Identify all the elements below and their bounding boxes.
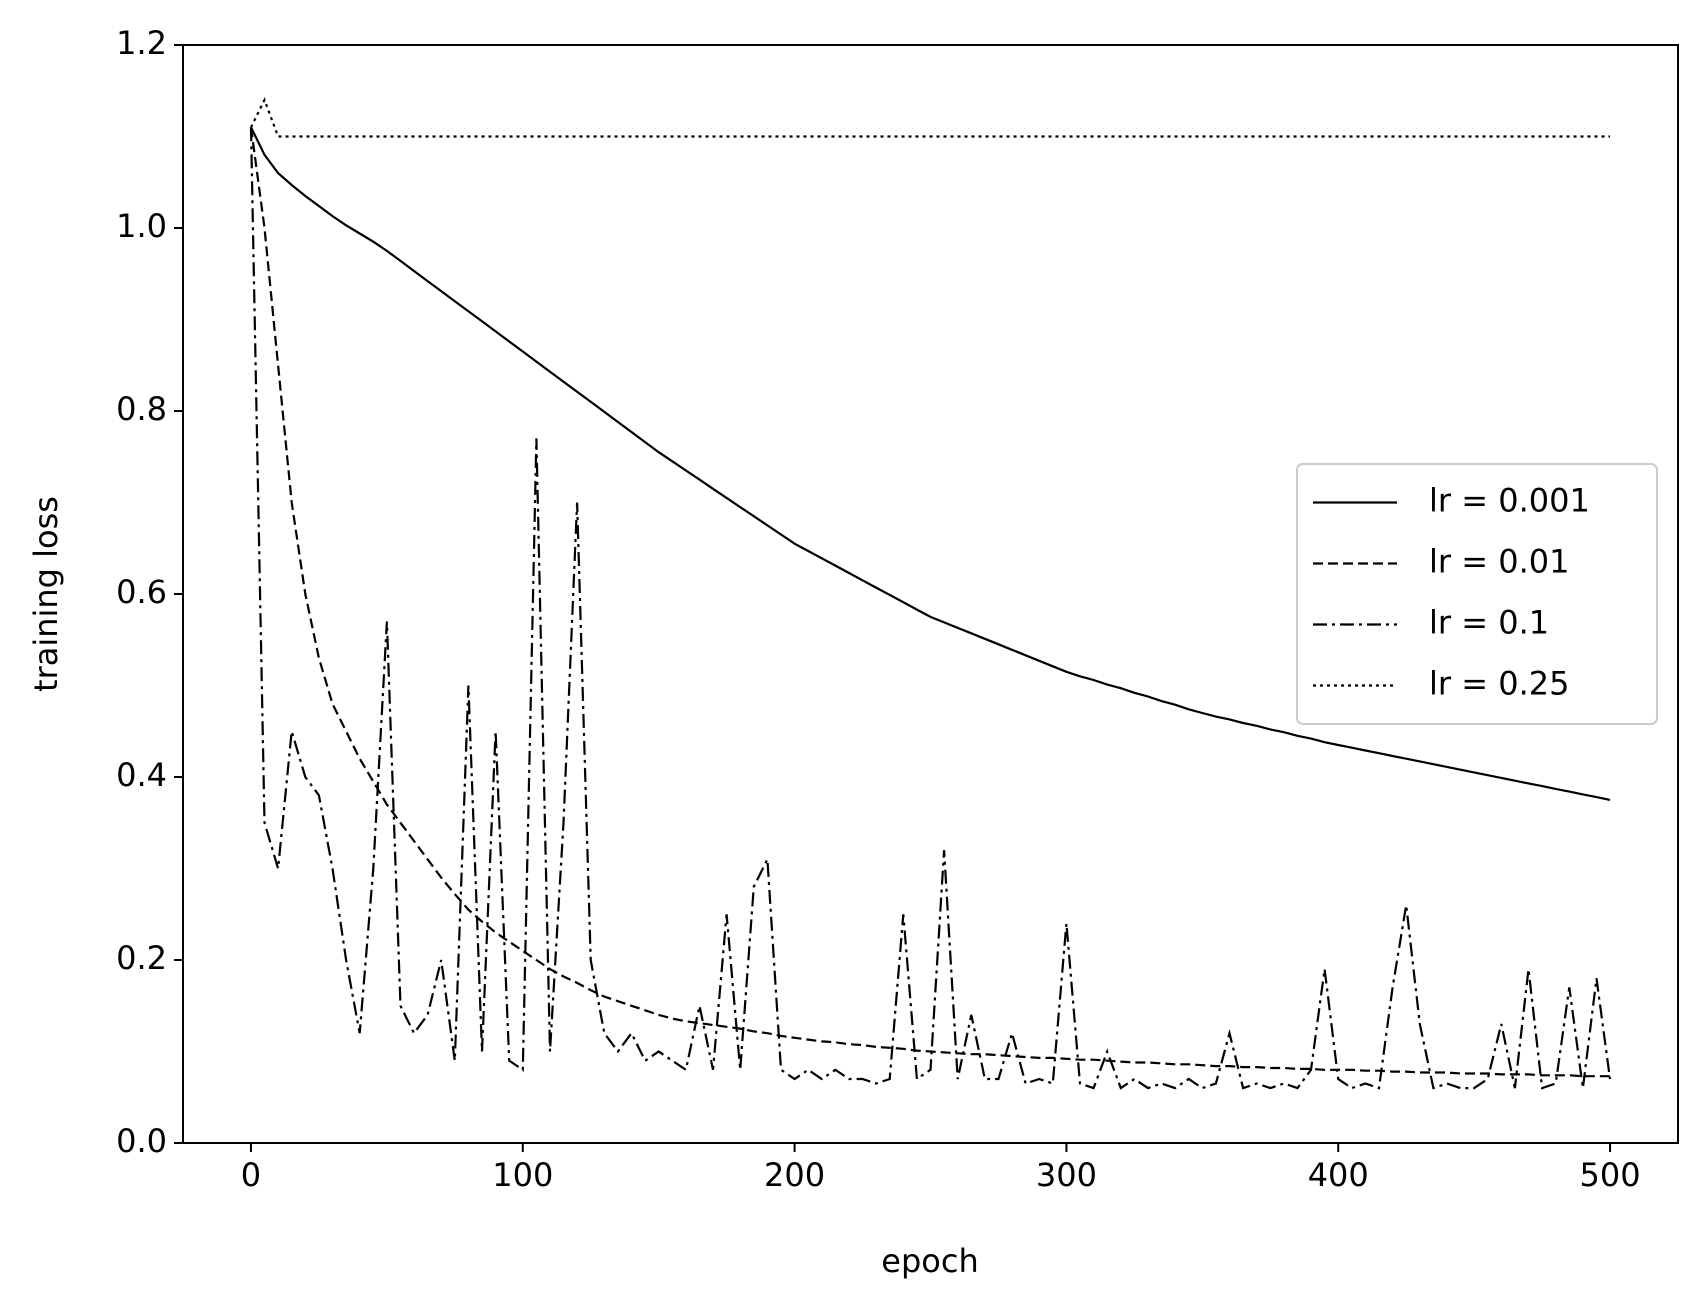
x-tick-label: 200 bbox=[764, 1156, 825, 1194]
y-tick-label: 0.0 bbox=[116, 1122, 167, 1160]
legend-label: lr = 0.25 bbox=[1429, 665, 1569, 703]
legend-label: lr = 0.001 bbox=[1429, 482, 1590, 520]
x-axis-label: epoch bbox=[881, 1242, 978, 1280]
y-tick-label: 1.0 bbox=[116, 207, 167, 245]
x-tick-label: 400 bbox=[1308, 1156, 1369, 1194]
x-tick-label: 100 bbox=[492, 1156, 553, 1194]
y-tick-label: 0.6 bbox=[116, 573, 167, 611]
plot-frame bbox=[182, 44, 1679, 1144]
series-line bbox=[250, 97, 1610, 138]
x-tick-label: 0 bbox=[241, 1156, 261, 1194]
y-tick-label: 0.2 bbox=[116, 939, 167, 977]
y-axis-label: training loss bbox=[27, 496, 65, 692]
legend-label: lr = 0.1 bbox=[1429, 604, 1549, 642]
series-line bbox=[250, 126, 1611, 801]
y-tick-label: 0.4 bbox=[116, 756, 167, 794]
legend-box bbox=[1296, 463, 1658, 725]
y-tick-label: 0.8 bbox=[116, 390, 167, 428]
legend-label: lr = 0.01 bbox=[1429, 543, 1569, 581]
x-tick-label: 500 bbox=[1580, 1156, 1641, 1194]
series-line bbox=[249, 127, 1612, 1090]
x-tick-label: 300 bbox=[1036, 1156, 1097, 1194]
y-tick-label: 1.2 bbox=[116, 24, 167, 62]
